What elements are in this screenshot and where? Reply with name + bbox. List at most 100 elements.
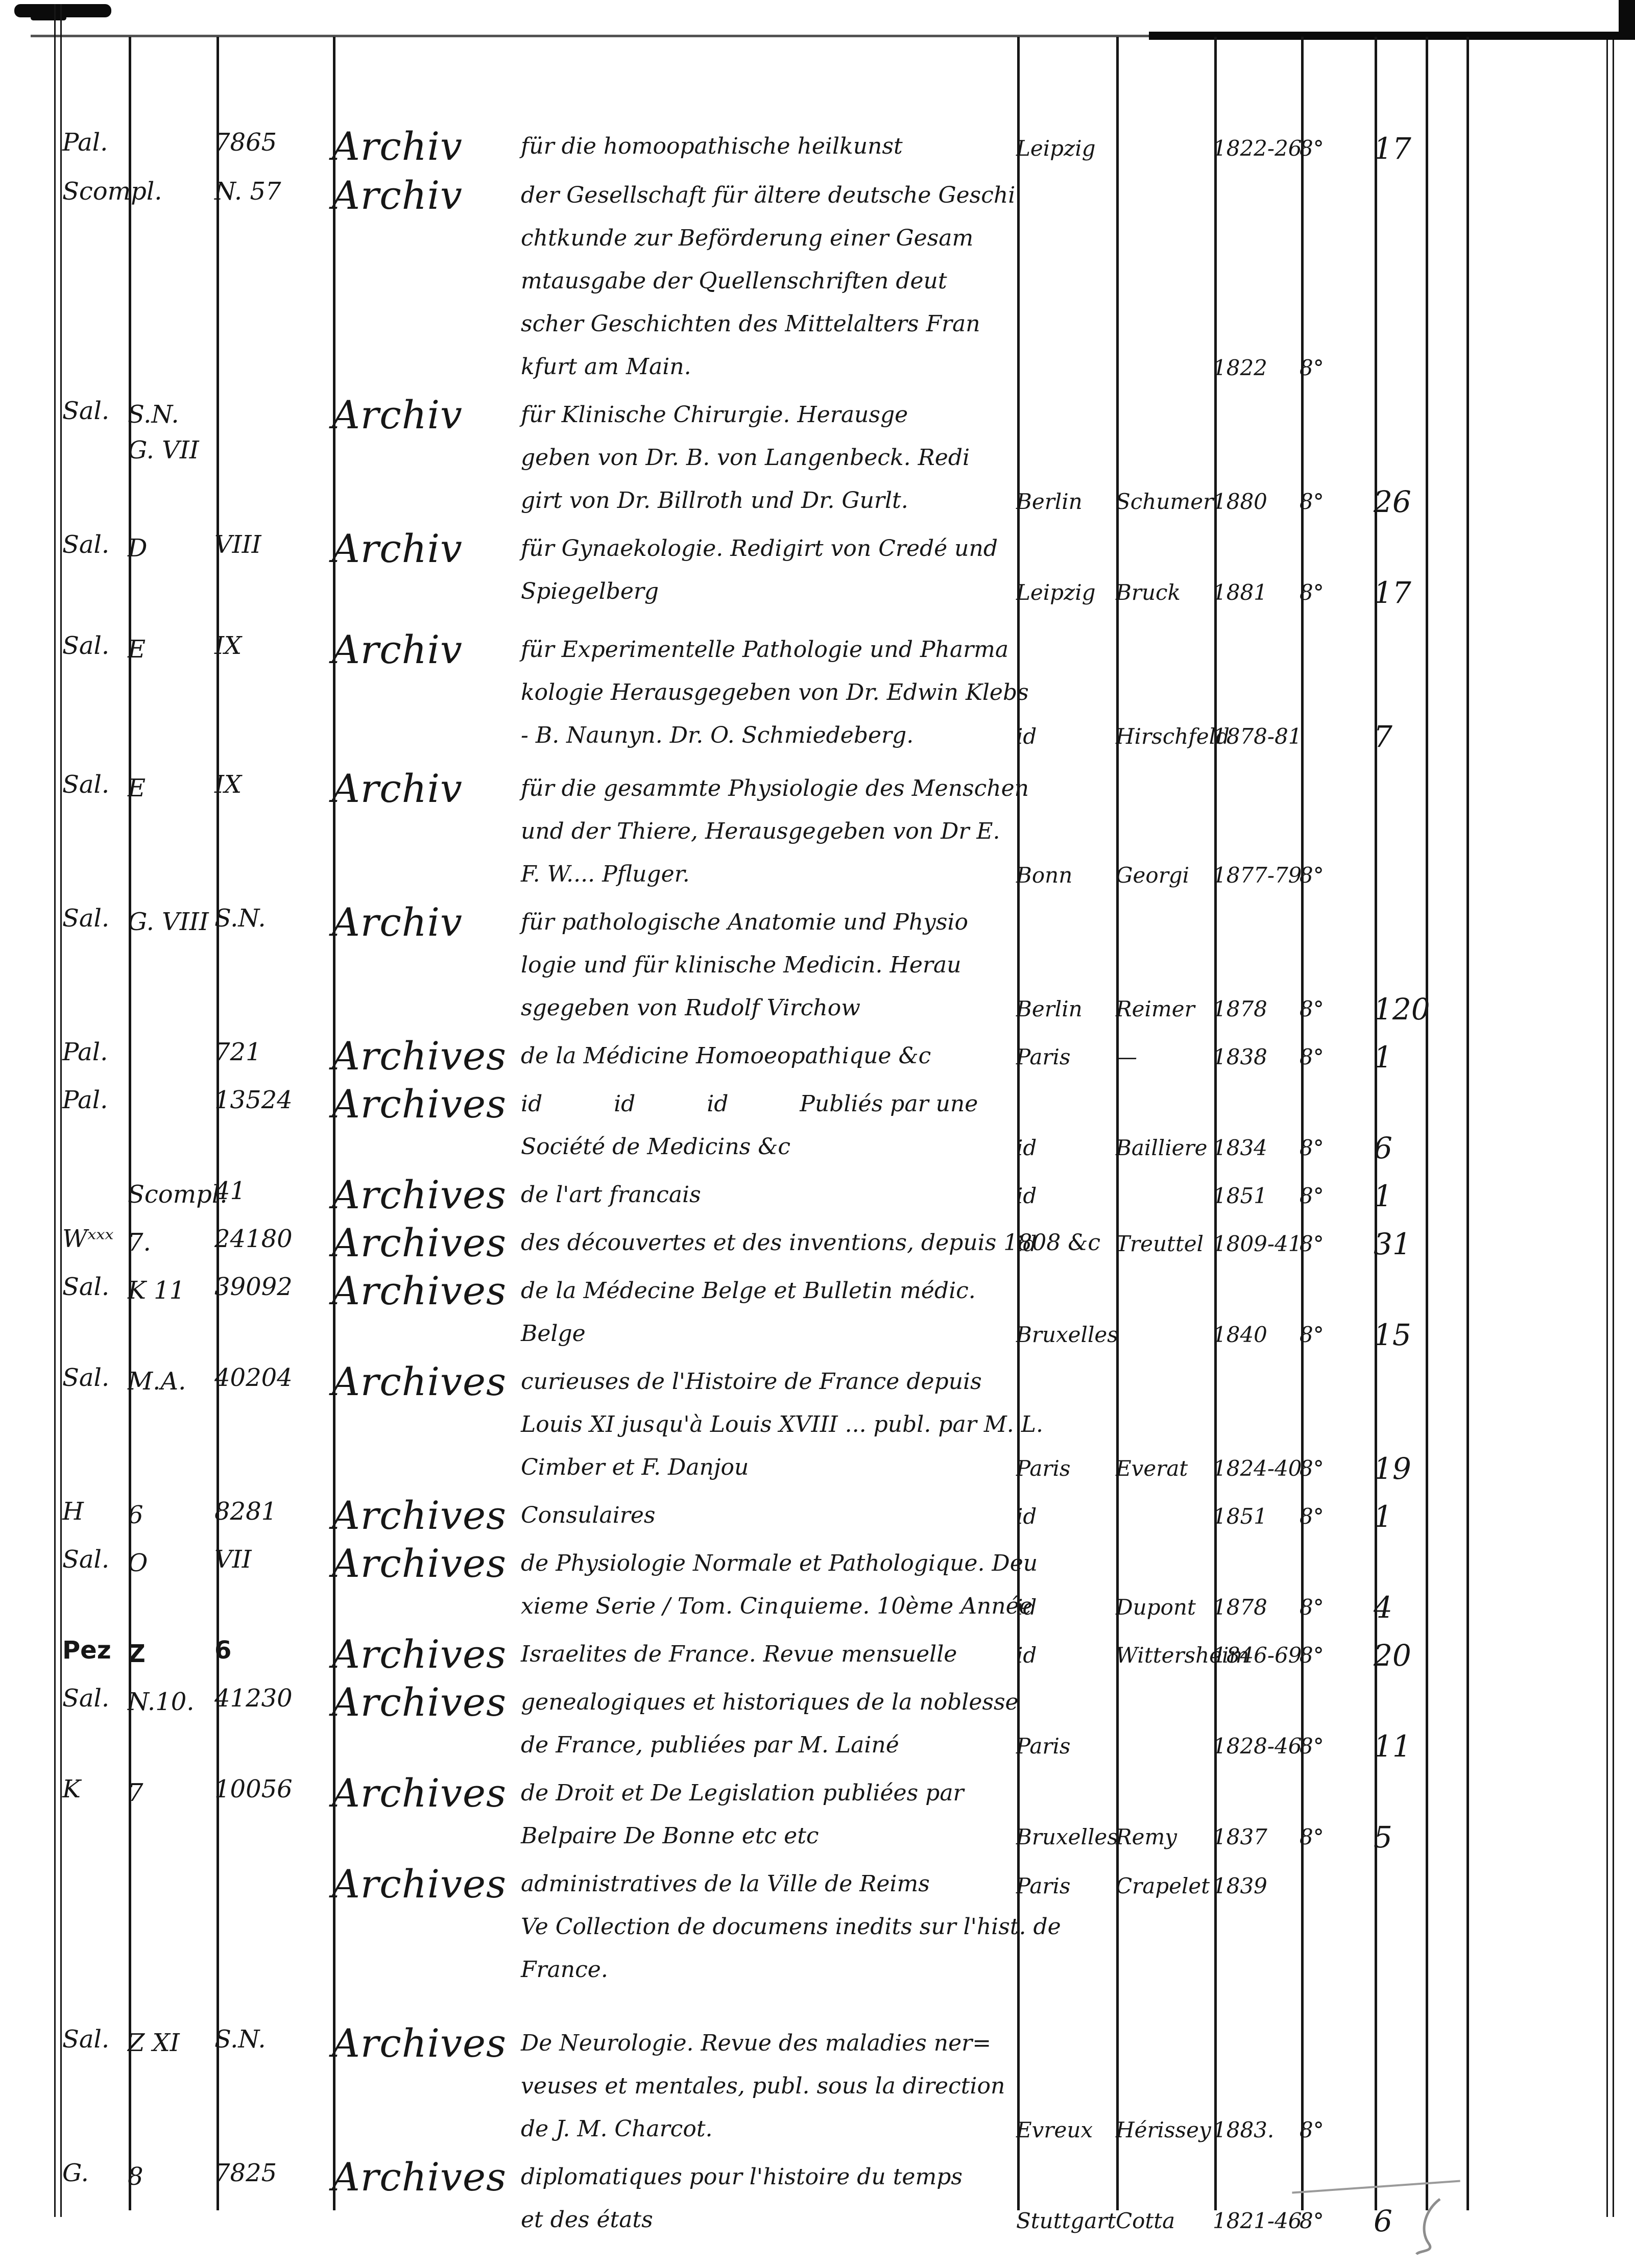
- publisher: Schumer: [1116, 489, 1214, 514]
- accession-number: 8281: [214, 1497, 277, 1526]
- book-format: 8°: [1300, 1183, 1324, 1208]
- entry-title: Archiv: [332, 173, 463, 218]
- book-format: 8°: [1300, 1504, 1324, 1529]
- accession-number: IX: [214, 770, 242, 799]
- shelf-code: Pal.: [62, 128, 108, 157]
- publication-place: id: [1016, 1183, 1037, 1208]
- publication-place: Paris: [1016, 1873, 1071, 1898]
- series-code: Z: [128, 1640, 146, 1668]
- entry-description: De Neurologie. Revue des maladies ner= v…: [521, 2030, 1005, 2142]
- book-format: 8°: [1300, 863, 1324, 888]
- table-row: G. 8 7825 Archives diplomatiques pour l'…: [62, 2156, 1472, 2241]
- volume-count: 19: [1374, 1451, 1411, 1486]
- publication-place: Bruxelles: [1016, 1824, 1118, 1849]
- publisher: Bailliere: [1116, 1135, 1208, 1160]
- series-code: K 11: [128, 1276, 185, 1305]
- accession-number: 24180: [214, 1225, 293, 1253]
- volume-count: 1: [1374, 1499, 1392, 1534]
- table-row: Sal. K 11 39092 Archives de la Médecine …: [62, 1270, 1472, 1355]
- accession-number: 41: [214, 1177, 246, 1205]
- entry-title: Archives: [332, 1541, 507, 1586]
- series-code: 8: [128, 2162, 143, 2191]
- accession-number: 40204: [214, 1363, 293, 1392]
- volume-count: 1: [1374, 1179, 1392, 1213]
- shelf-code: Pez: [62, 1636, 111, 1665]
- publisher: Dupont: [1116, 1595, 1196, 1620]
- entry-description: Consulaires: [521, 1502, 656, 1528]
- publication-date: 1883.: [1213, 2117, 1275, 2142]
- publication-place: id: [1016, 1135, 1037, 1160]
- shelf-code: Sal.: [62, 770, 110, 799]
- book-format: 8°: [1300, 1734, 1324, 1759]
- publication-date: 1878-81: [1213, 724, 1302, 749]
- series-code: [128, 125, 214, 169]
- catalog-table: Pal. 7865 Archiv für die homoopathische …: [62, 120, 1472, 2241]
- accession-number: S.N.: [214, 2025, 266, 2054]
- table-row: Sal. M.A. 40204 Archives curieuses de l'…: [62, 1360, 1472, 1489]
- shelf-code: Wˣˣˣ: [62, 1225, 114, 1253]
- book-format: 8°: [1300, 1643, 1324, 1668]
- entry-description: curieuses de l'Histoire de France depuis…: [521, 1369, 1043, 1480]
- entry-title: Archives: [332, 1359, 507, 1404]
- series-code: [128, 174, 214, 388]
- table-row: Pez Z 6 Archives Israelites de France. R…: [62, 1633, 1472, 1676]
- publication-date: 1838: [1213, 1044, 1267, 1069]
- publication-place: Bruxelles: [1016, 1322, 1118, 1347]
- book-format: 8°: [1300, 1135, 1324, 1160]
- shelf-code: Sal.: [62, 904, 110, 933]
- table-row: Archives administratives de la Ville de …: [62, 1863, 1472, 1991]
- entry-description: für pathologische Anatomie und Physio lo…: [521, 909, 969, 1021]
- entry-description: genealogiques et historiques de la noble…: [521, 1689, 1019, 1758]
- book-format: 8°: [1300, 136, 1324, 161]
- publication-place: Berlin: [1016, 996, 1083, 1021]
- column-rule: [1606, 40, 1608, 2217]
- book-format: 8°: [1300, 355, 1324, 380]
- entry-title: Archiv: [332, 627, 463, 672]
- entry-title: Archives: [332, 1861, 507, 1907]
- table-row: H 6 8281 Archives Consulaires id 1851 8°…: [62, 1494, 1472, 1537]
- accession-number: IX: [214, 631, 242, 660]
- publication-date: 1834: [1213, 1135, 1267, 1160]
- column-rule: [1426, 37, 1428, 2210]
- entry-title: Archives: [332, 1081, 507, 1127]
- accession-number: 6: [214, 1636, 232, 1665]
- publication-place: Paris: [1016, 1456, 1071, 1481]
- entry-description: de Droit et De Legislation publiées par …: [521, 1780, 964, 1849]
- book-format: [1300, 1863, 1374, 1866]
- series-code: G. VIII: [128, 908, 209, 936]
- publication-date: 1846-69: [1213, 1643, 1302, 1668]
- volume-count: 26: [1374, 484, 1411, 519]
- table-row: Sal. Z XI S.N. Archives De Neurologie. R…: [62, 2022, 1472, 2151]
- shelf-code: [62, 1863, 128, 1991]
- shelf-code: Pal.: [62, 1038, 108, 1066]
- publication-date: 1822: [1213, 355, 1267, 380]
- publisher: Georgi: [1116, 863, 1190, 888]
- volume-count: 17: [1374, 131, 1411, 166]
- column-rule: [1017, 37, 1020, 2210]
- shelf-code: K: [62, 1775, 81, 1803]
- series-code: N.10.: [128, 1688, 195, 1716]
- column-rule: [1375, 37, 1377, 2210]
- publication-date: 1821-46: [1213, 2208, 1302, 2233]
- shelf-code: G.: [62, 2159, 89, 2187]
- publication-place: Leipzig: [1016, 580, 1096, 605]
- entry-description: Israelites de France. Revue mensuelle: [521, 1641, 957, 1667]
- entry-description: diplomatiques pour l'histoire du temps e…: [521, 2164, 963, 2233]
- shelf-code: Sal.: [62, 397, 110, 425]
- entry-title: Archives: [332, 2154, 507, 2200]
- series-code: E: [128, 774, 146, 802]
- book-format: 8°: [1300, 2117, 1324, 2142]
- series-code: S.N. G. VII: [128, 400, 199, 465]
- volume-count: 6: [1374, 1131, 1392, 1165]
- entry-description: id id id Publiés par une Société de Medi…: [521, 1091, 978, 1160]
- series-code: 6: [128, 1501, 143, 1529]
- entry-description: de la Médicine Homoeopathique &c: [521, 1043, 931, 1069]
- publication-date: 1824-40: [1213, 1456, 1302, 1481]
- volume-count: 20: [1374, 1638, 1411, 1673]
- book-format: 8°: [1300, 1456, 1324, 1481]
- table-row: Sal. E IX Archiv für Experimentelle Path…: [62, 628, 1472, 757]
- entry-title: Archives: [332, 1033, 507, 1079]
- scan-smudge-top-left-2: [31, 15, 66, 20]
- publication-date: 1837: [1213, 1824, 1267, 1849]
- shelf-code: Sal.: [62, 1684, 110, 1713]
